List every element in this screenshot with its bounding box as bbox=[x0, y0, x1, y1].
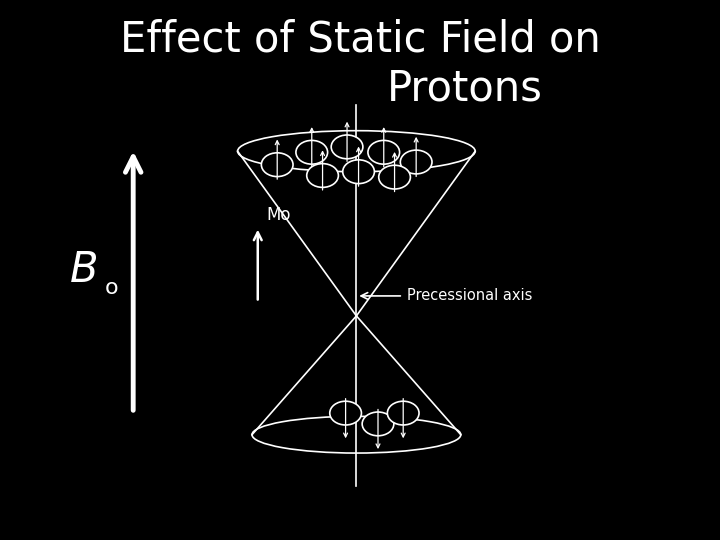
Circle shape bbox=[296, 140, 328, 164]
Text: Effect of Static Field on: Effect of Static Field on bbox=[120, 19, 600, 61]
Circle shape bbox=[368, 140, 400, 164]
Circle shape bbox=[331, 135, 363, 159]
Text: $B$: $B$ bbox=[69, 249, 96, 291]
Circle shape bbox=[307, 164, 338, 187]
Circle shape bbox=[387, 401, 419, 425]
Text: Protons: Protons bbox=[387, 68, 542, 110]
Circle shape bbox=[400, 150, 432, 174]
Circle shape bbox=[343, 160, 374, 184]
Circle shape bbox=[362, 412, 394, 436]
Text: Precessional axis: Precessional axis bbox=[407, 288, 532, 303]
Circle shape bbox=[330, 401, 361, 425]
Text: Mo: Mo bbox=[266, 206, 291, 224]
Circle shape bbox=[261, 153, 293, 177]
Text: o: o bbox=[104, 278, 118, 299]
Circle shape bbox=[379, 165, 410, 189]
